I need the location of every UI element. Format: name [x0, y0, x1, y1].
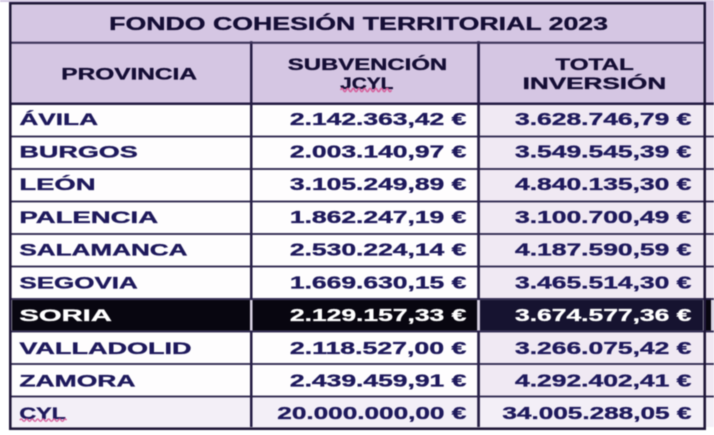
svg-text:SALAMANCA: SALAMANCA: [19, 241, 187, 260]
svg-text:2.118.527,00 €: 2.118.527,00 €: [290, 338, 467, 358]
svg-text:3.100.700,49 €: 3.100.700,49 €: [515, 207, 692, 227]
svg-text:SEGOVIA: SEGOVIA: [19, 273, 137, 292]
svg-text:SORIA: SORIA: [19, 306, 112, 325]
svg-text:VALLADOLID: VALLADOLID: [19, 339, 191, 358]
svg-text:3.105.249,89 €: 3.105.249,89 €: [290, 174, 467, 194]
svg-text:ÁVILA: ÁVILA: [19, 110, 98, 129]
svg-text:2.003.140,97 €: 2.003.140,97 €: [290, 142, 467, 162]
svg-text:2.142.363,42 €: 2.142.363,42 €: [290, 109, 467, 129]
svg-text:ZAMORA: ZAMORA: [19, 372, 135, 391]
svg-text:4.187.590,59 €: 4.187.590,59 €: [515, 240, 692, 260]
svg-text:4.292.402,41 €: 4.292.402,41 €: [515, 371, 692, 391]
svg-text:3.549.545,39 €: 3.549.545,39 €: [515, 142, 692, 162]
svg-text:CYL: CYL: [19, 404, 65, 423]
svg-text:4.840.135,30 €: 4.840.135,30 €: [515, 174, 692, 194]
svg-text:INVERSIÓN: INVERSIÓN: [523, 74, 667, 93]
svg-text:PROVINCIA: PROVINCIA: [61, 66, 197, 84]
svg-text:TOTAL: TOTAL: [555, 56, 633, 74]
svg-text:3.628.746,79 €: 3.628.746,79 €: [515, 109, 692, 129]
svg-text:20.000.000,00 €: 20.000.000,00 €: [277, 403, 467, 423]
svg-text:3.266.075,42 €: 3.266.075,42 €: [515, 338, 692, 358]
svg-text:PALENCIA: PALENCIA: [19, 208, 158, 227]
svg-text:34.005.288,05 €: 34.005.288,05 €: [502, 403, 692, 423]
svg-text:LEÓN: LEÓN: [19, 175, 95, 194]
svg-text:1.669.630,15 €: 1.669.630,15 €: [290, 272, 467, 292]
svg-text:3.465.514,30 €: 3.465.514,30 €: [515, 272, 692, 292]
svg-text:SUBVENCIÓN: SUBVENCIÓN: [288, 55, 447, 74]
svg-text:FONDO COHESIÓN TERRITORIAL 202: FONDO COHESIÓN TERRITORIAL 2023: [109, 13, 608, 34]
svg-text:2.439.459,91 €: 2.439.459,91 €: [290, 371, 467, 391]
svg-text:1.862.247,19 €: 1.862.247,19 €: [290, 207, 467, 227]
svg-text:2.129.157,33 €: 2.129.157,33 €: [290, 305, 467, 325]
svg-text:BURGOS: BURGOS: [19, 143, 137, 162]
svg-text:3.674.577,36 €: 3.674.577,36 €: [515, 305, 692, 325]
svg-text:2.530.224,14 €: 2.530.224,14 €: [290, 240, 467, 260]
